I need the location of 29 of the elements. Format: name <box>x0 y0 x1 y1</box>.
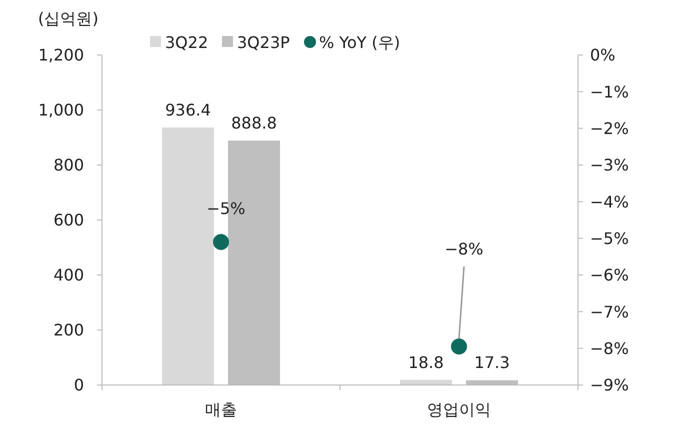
x-tick-label: 영업이익 <box>427 400 491 419</box>
y-tick-label: 200 <box>53 320 84 340</box>
data-label: 17.3 <box>474 353 510 372</box>
x-tick-label: 매출 <box>205 400 237 419</box>
y2-tick-label: 0% <box>590 46 616 65</box>
data-label: 18.8 <box>408 352 444 372</box>
y-tick-label: 0 <box>74 376 84 395</box>
y2-tick-label: −4% <box>590 192 629 212</box>
y-tick-label: 800 <box>53 156 84 175</box>
y2-tick-label: −8% <box>590 338 629 358</box>
y2-tick-label: −3% <box>590 156 629 175</box>
y-tick-label: 400 <box>53 266 84 285</box>
y-tick-label: 1,200 <box>38 46 84 65</box>
data-label: 936.4 <box>165 100 211 120</box>
data-label: −5% <box>206 199 246 218</box>
y-tick-label: 1,000 <box>38 100 84 120</box>
y2-tick-label: −6% <box>590 266 629 285</box>
y-axis-title: (십억원) <box>38 9 98 28</box>
y2-tick-label: −1% <box>590 82 629 102</box>
legend-label: 3Q23P <box>237 33 290 52</box>
data-label: −8% <box>444 240 484 258</box>
y2-tick-label: −7% <box>590 302 629 322</box>
y-tick-label: 600 <box>53 210 84 230</box>
y2-tick-label: −9% <box>590 376 629 395</box>
legend-label: % YoY (우) <box>319 33 400 52</box>
data-label: 888.8 <box>231 114 277 133</box>
y2-tick-label: −5% <box>590 228 629 248</box>
y2-tick-label: −2% <box>590 118 629 138</box>
legend-label: 3Q22 <box>165 33 208 52</box>
